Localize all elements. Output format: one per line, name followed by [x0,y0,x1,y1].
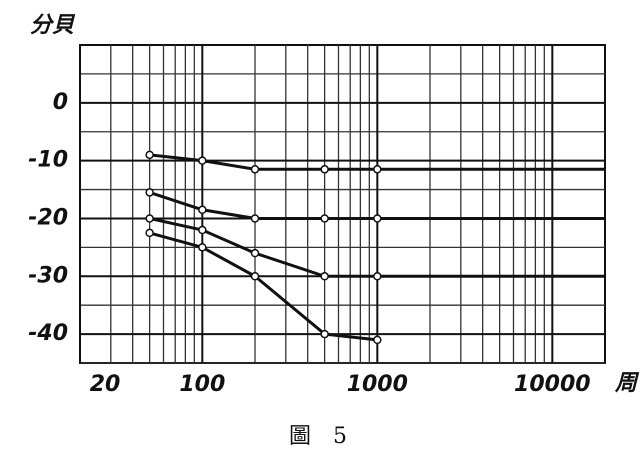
data-point [250,248,260,258]
data-point [373,335,382,345]
data-point [373,214,382,223]
data-point [145,228,154,238]
data-point [250,272,260,281]
data-point [198,243,207,252]
data-point [320,329,329,339]
data-point [250,214,260,223]
data-point [145,188,154,197]
data-point [320,165,329,174]
y-tick-label: -10 [28,148,68,173]
x-tick-label: 10000 [514,372,591,397]
caption: 圖 5 [289,424,347,449]
y-tick-label: 0 [53,90,68,115]
data-line [149,231,378,342]
x-axis-label: 周 [614,371,640,396]
x-tick-label: 1000 [347,372,408,397]
data-line [149,216,605,278]
y-tick-label: -40 [28,321,68,346]
data-point [320,272,329,281]
data-point [198,156,207,165]
y-tick-label: -30 [28,263,68,288]
data-point [373,165,382,174]
data-line [149,153,605,171]
y-axis-label: 分貝 [30,13,76,38]
y-tick-label: -20 [28,205,68,230]
data-point [373,272,382,281]
data-point [145,150,154,160]
plot-frame [79,44,606,364]
data-point [145,214,154,223]
x-tick-label: 20 [90,372,121,397]
data-point [198,225,207,235]
x-tick-label: 100 [179,372,225,397]
data-point [250,165,260,174]
data-point [320,214,329,223]
data-point [198,205,207,215]
data-line [149,191,605,220]
